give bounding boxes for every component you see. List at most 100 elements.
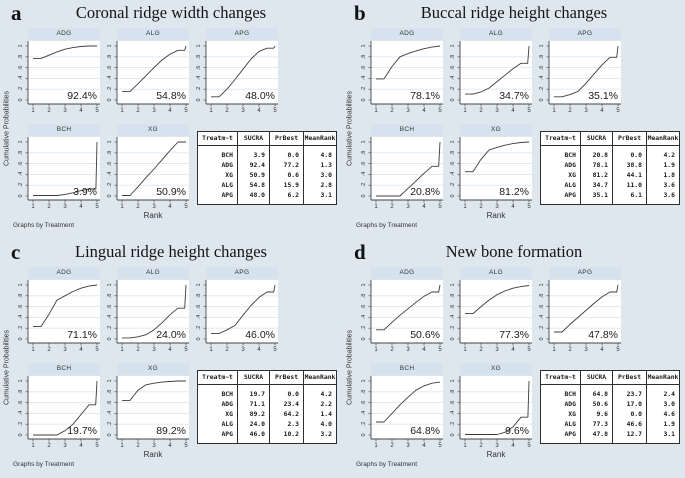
y-tick-label: .2	[361, 86, 367, 92]
y-tick-label: .6	[18, 161, 24, 166]
cumulative-probability-curve	[211, 284, 276, 335]
x-tick-label: 3	[152, 347, 156, 353]
x-axis-label: Rank	[486, 211, 506, 220]
x-tick-label: 5	[616, 347, 620, 353]
table-cell: 64.2	[283, 410, 299, 418]
panel-d: d New bone formation Cumulative Probabilit…	[343, 239, 685, 478]
table-header-cell: SUCRA	[238, 371, 270, 384]
y-tick-label: 0	[450, 337, 456, 341]
table-cell: 48.0	[249, 191, 265, 199]
y-tick-label: .8	[361, 293, 367, 299]
x-tick-label: 4	[168, 108, 172, 114]
y-tick-label: 0	[196, 337, 202, 341]
sucra-percentage-label: 50.9%	[156, 186, 186, 198]
subplot-title: APG	[549, 267, 621, 279]
sucra-percentage-label: 64.8%	[410, 425, 440, 437]
x-tick-label: 4	[257, 108, 261, 114]
table-cell: 0.6	[287, 171, 299, 179]
y-tick-label: 0	[18, 433, 24, 437]
y-tick-label: .4	[107, 315, 113, 320]
table-header-row: Treatm~t SUCRA PrBest MeanRank	[198, 132, 336, 146]
sucra-percentage-label: 89.2%	[156, 425, 186, 437]
panel-title: New bone formation	[445, 242, 583, 261]
x-tick-label: 5	[95, 204, 99, 210]
x-tick-label: 2	[47, 347, 51, 353]
y-tick-label: 0	[361, 98, 367, 102]
x-tick-label: 3	[152, 204, 156, 210]
table-column: 4.8 1.3 3.0 2.8 3.1	[304, 146, 336, 205]
x-tick-label: 4	[79, 347, 83, 353]
sucra-curve-plot	[368, 376, 443, 442]
table-cell: 0.0	[630, 410, 642, 418]
plot-area	[368, 137, 443, 203]
panel-a: a Coronal ridge width changes Cumulative P…	[0, 0, 342, 239]
table-column: BCH ADG XG ALG APG	[541, 385, 581, 444]
y-tick-label: .2	[361, 182, 367, 188]
sucra-percentage-label: 34.7%	[499, 90, 529, 102]
y-tick-label: .8	[450, 293, 456, 299]
y-tick-label: .4	[539, 315, 545, 320]
y-tick-label: .2	[361, 325, 367, 331]
subplot-title: XG	[460, 124, 532, 136]
plot-area	[546, 280, 621, 346]
table-cell: 1.8	[663, 171, 675, 179]
panel-c: c Lingual ridge height changes Cumulative …	[0, 239, 342, 478]
y-tick-label: 1	[450, 283, 456, 287]
x-tick-label: 2	[479, 204, 483, 210]
cumulative-probability-curve	[465, 380, 530, 435]
y-tick-label: 1	[18, 44, 24, 48]
y-tick-label: .6	[450, 400, 456, 405]
graphs-by-treatment-note: Graphs by Treatment	[13, 461, 75, 468]
table-cell: 3.1	[320, 191, 332, 199]
y-tick-label: .8	[361, 389, 367, 395]
y-tick-label: .8	[107, 54, 113, 60]
subplot-title: XG	[460, 363, 532, 375]
plot-area	[114, 137, 189, 203]
y-tick-label: .2	[450, 421, 456, 427]
cumulative-probability-curve	[465, 141, 530, 173]
y-tick-label: .6	[107, 400, 113, 405]
y-tick-label: 0	[107, 98, 113, 102]
x-tick-label: 5	[95, 108, 99, 114]
sucra-curve-plot	[114, 280, 189, 346]
y-axis-label: Cumulative Probabilities	[3, 90, 11, 167]
table-column: 0.0 38.8 44.1 11.0 6.1	[613, 146, 647, 205]
table-cell: 11.0	[626, 181, 642, 189]
graphs-by-treatment-note: Graphs by Treatment	[356, 222, 418, 229]
x-tick-label: 4	[422, 347, 426, 353]
table-cell: 46.0	[249, 430, 265, 438]
y-tick-label: .6	[107, 65, 113, 70]
table-column: 4.2 1.9 1.8 3.6 3.6	[647, 146, 679, 205]
y-tick-label: .8	[18, 389, 24, 395]
subplot-title: ALG	[117, 28, 189, 40]
panel-letter: d	[354, 240, 366, 264]
sucra-percentage-label: 24.0%	[156, 329, 186, 341]
cumulative-probability-curve	[33, 284, 98, 328]
x-tick-label: 4	[511, 347, 515, 353]
table-column: BCH ADG XG ALG APG	[541, 146, 581, 205]
table-cell: 77.3	[592, 420, 608, 428]
plot-area	[25, 137, 100, 203]
y-tick-label: 1	[361, 140, 367, 144]
x-tick-label: 3	[495, 443, 499, 449]
sucra-curve-plot	[457, 376, 532, 442]
y-tick-label: 0	[539, 337, 545, 341]
y-tick-label: 0	[107, 194, 113, 198]
x-tick-label: 2	[225, 347, 229, 353]
table-cell: 3.0	[663, 400, 675, 408]
y-tick-label: .4	[450, 172, 456, 177]
table-cell: 89.2	[249, 410, 265, 418]
x-tick-label: 1	[552, 347, 556, 353]
subplot-title: BCH	[28, 363, 100, 375]
x-tick-label: 2	[136, 443, 140, 449]
table-cell: ADG	[221, 161, 233, 169]
table-header-cell: SUCRA	[238, 132, 270, 145]
table-header-cell: Treatm~t	[541, 132, 581, 145]
table-header-cell: PrBest	[270, 371, 304, 384]
x-tick-label: 1	[120, 347, 124, 353]
sucra-summary-table: Treatm~t SUCRA PrBest MeanRank BCH ADG XG ALG AP…	[197, 131, 337, 205]
x-tick-label: 5	[527, 347, 531, 353]
y-tick-label: 1	[539, 283, 545, 287]
y-tick-label: .4	[450, 76, 456, 81]
subplot-title: BCH	[371, 363, 443, 375]
